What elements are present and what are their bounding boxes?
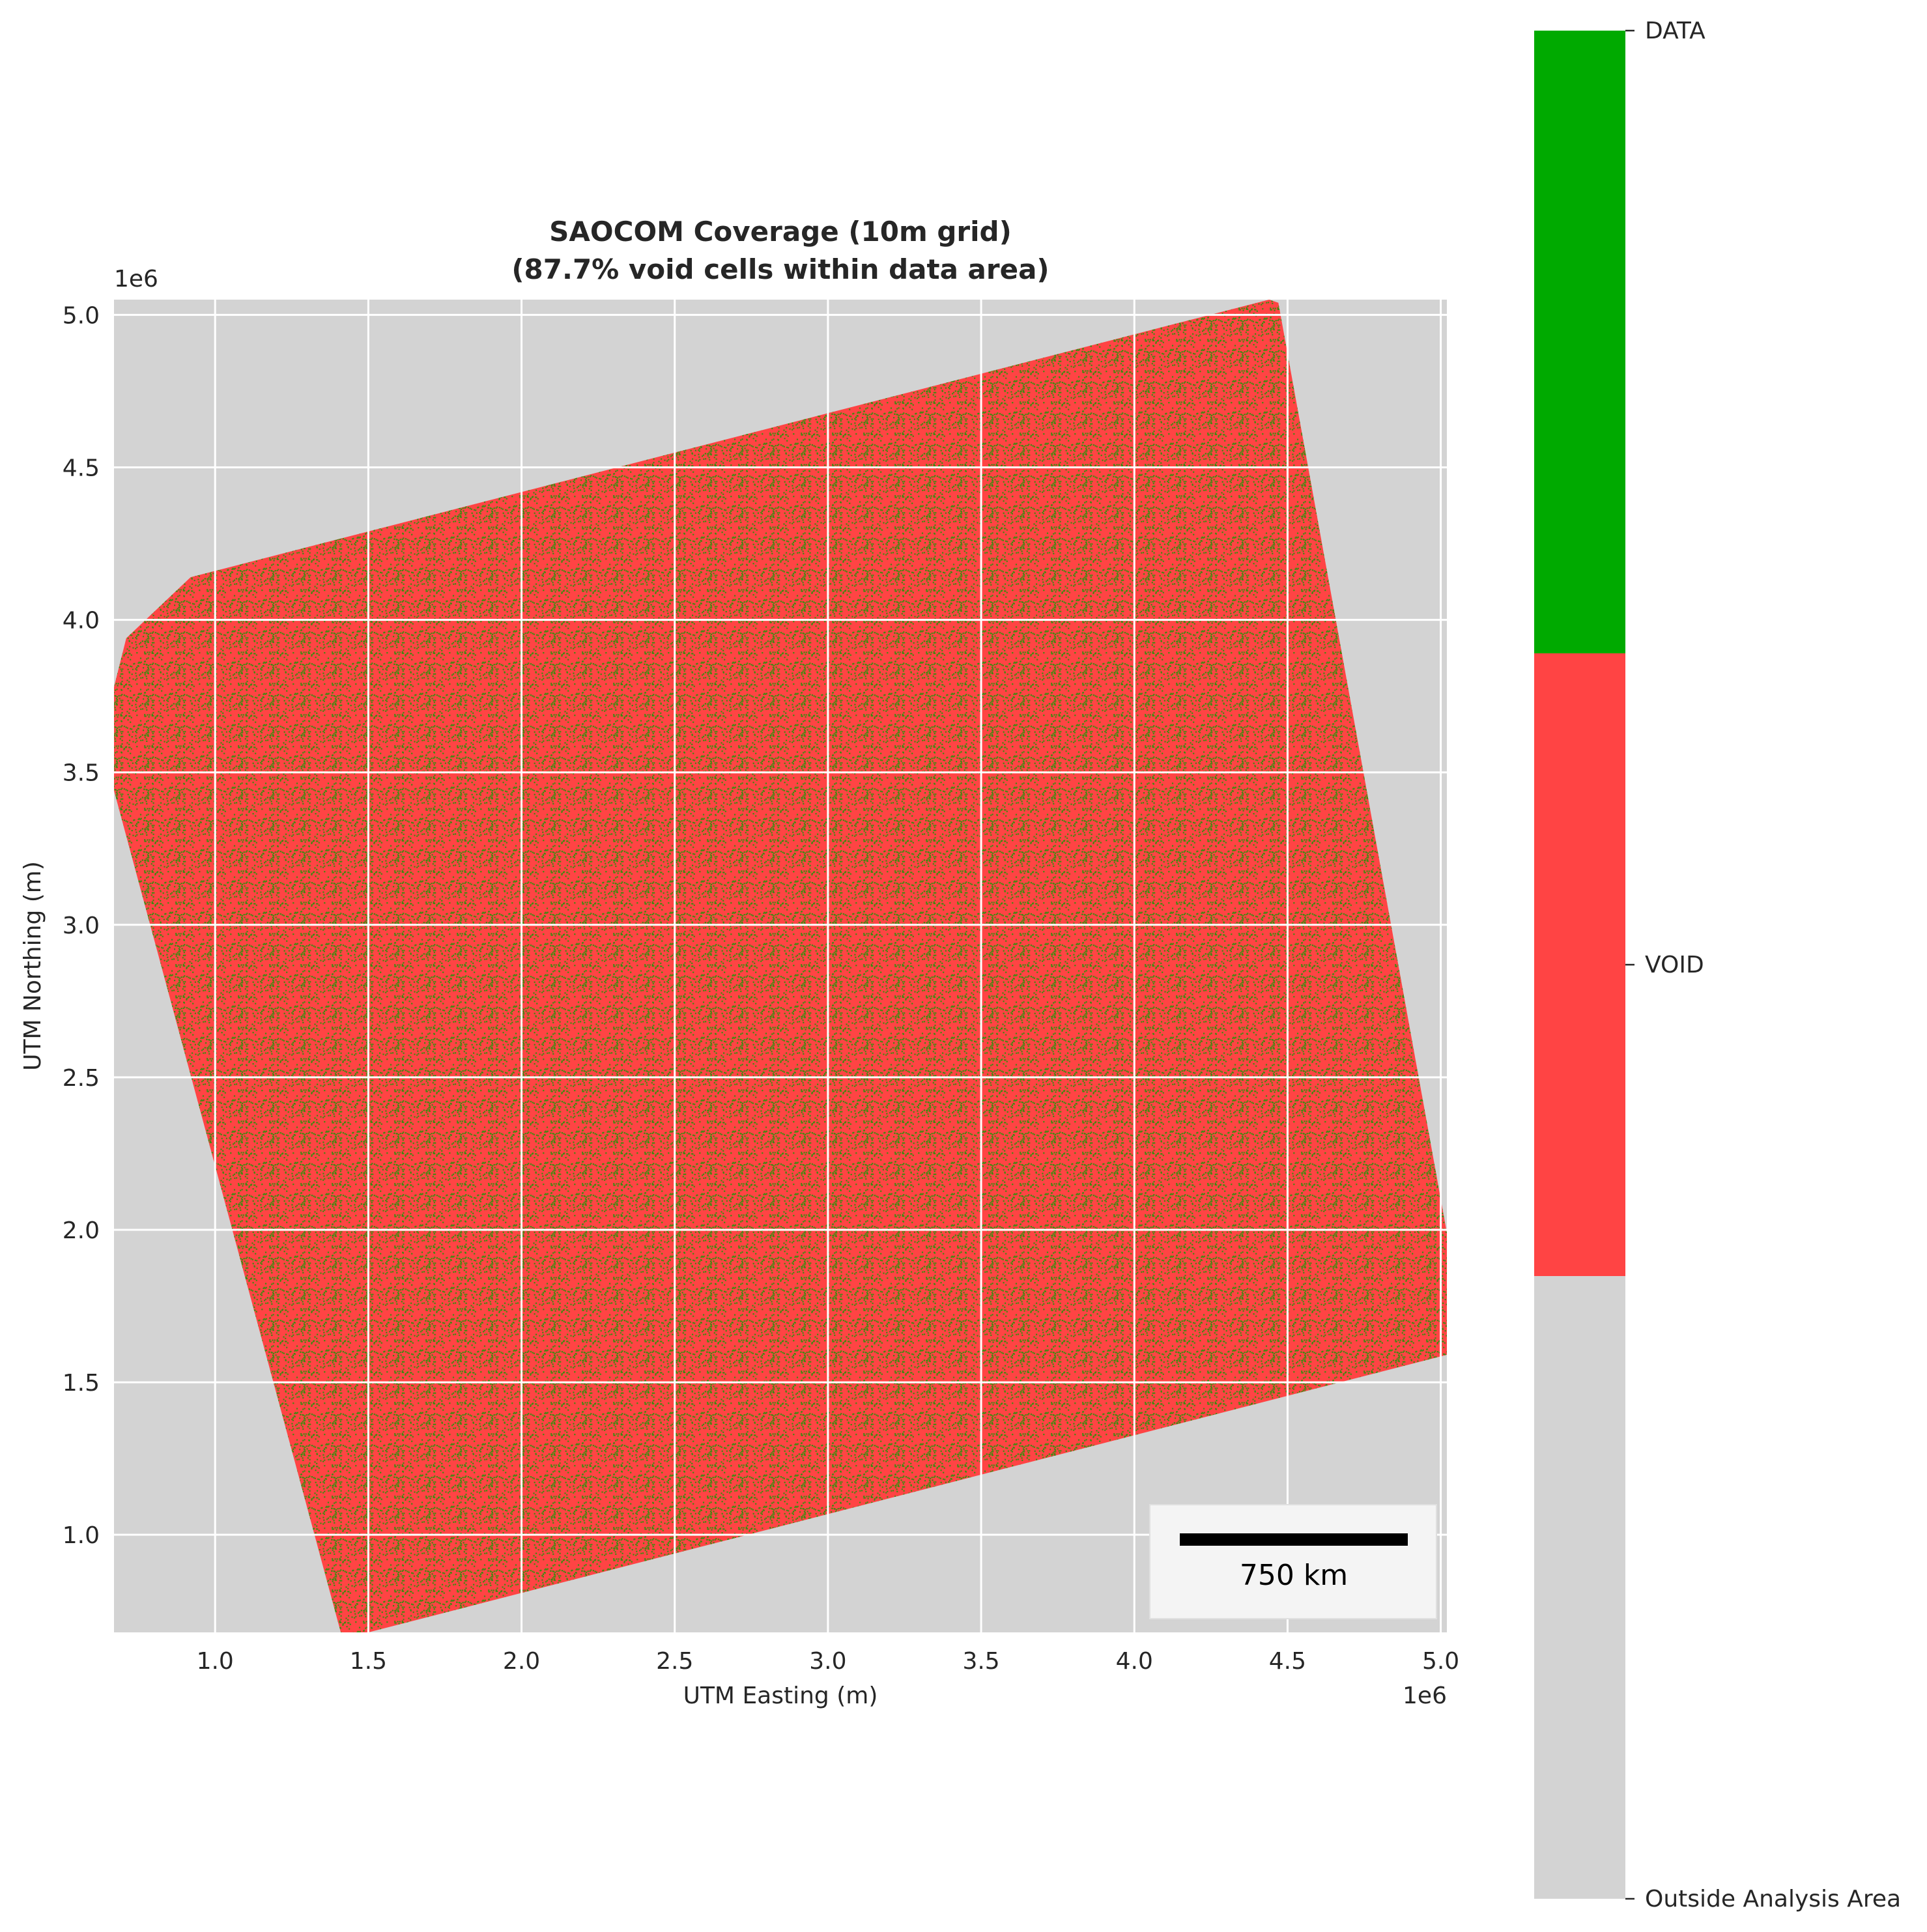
colorbar: DATA VOID Outside Analysis Area <box>1534 18 1901 1912</box>
colorbar-label-void: VOID <box>1645 952 1704 978</box>
y-tick-label: 3.5 <box>63 760 100 787</box>
x-axis-ticks: 1.0 1.5 2.0 2.5 3.0 3.5 4.0 4.5 5.0 <box>197 1648 1460 1675</box>
y-offset-label: 1e6 <box>114 266 158 292</box>
y-axis-label: UTM Northing (m) <box>20 861 46 1071</box>
chart-title: SAOCOM Coverage (10m grid) <box>549 216 1012 248</box>
x-tick-label: 1.5 <box>350 1648 387 1675</box>
scale-bar-label: 750 km <box>1240 1559 1348 1592</box>
x-tick-label: 2.0 <box>503 1648 540 1675</box>
y-tick-label: 1.5 <box>63 1370 100 1397</box>
y-tick-label: 3.0 <box>63 913 100 939</box>
coverage-data-speckle <box>114 300 1447 1632</box>
colorbar-segment-void <box>1534 653 1625 1276</box>
x-tick-label: 4.5 <box>1269 1648 1306 1675</box>
plot-area <box>114 300 1447 1632</box>
x-tick-label: 3.0 <box>809 1648 846 1675</box>
scale-bar: 750 km <box>1149 1504 1437 1619</box>
y-tick-label: 2.0 <box>63 1217 100 1244</box>
x-tick-label: 2.5 <box>656 1648 693 1675</box>
colorbar-segment-data <box>1534 31 1625 653</box>
x-tick-label: 4.0 <box>1116 1648 1153 1675</box>
colorbar-segment-outside <box>1534 1276 1625 1899</box>
y-tick-label: 5.0 <box>63 302 100 329</box>
y-tick-label: 4.5 <box>63 455 100 482</box>
x-offset-label: 1e6 <box>1403 1683 1447 1709</box>
grid-lines <box>114 300 1447 1632</box>
colorbar-label-outside: Outside Analysis Area <box>1645 1886 1901 1912</box>
y-axis-ticks: 1.0 1.5 2.0 2.5 3.0 3.5 4.0 4.5 5.0 <box>63 302 100 1549</box>
y-tick-label: 2.5 <box>63 1065 100 1092</box>
scale-bar-line <box>1180 1533 1408 1546</box>
x-tick-label: 5.0 <box>1422 1648 1459 1675</box>
chart-subtitle: (87.7% void cells within data area) <box>511 253 1049 285</box>
x-axis-label: UTM Easting (m) <box>683 1683 878 1709</box>
x-tick-label: 1.0 <box>197 1648 234 1675</box>
y-tick-label: 4.0 <box>63 608 100 634</box>
scale-bar-box <box>1149 1504 1437 1619</box>
y-tick-label: 1.0 <box>63 1522 100 1549</box>
colorbar-label-data: DATA <box>1645 18 1706 44</box>
x-tick-label: 3.5 <box>962 1648 999 1675</box>
